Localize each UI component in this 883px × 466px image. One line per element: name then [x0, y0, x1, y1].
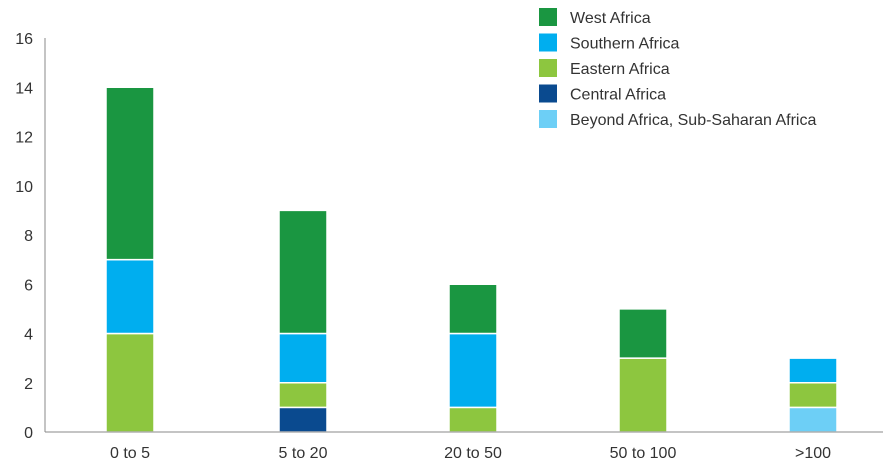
- bar-segment-southern-africa: [788, 357, 838, 384]
- bar-segment-southern-africa: [278, 332, 328, 384]
- x-tick-label: 20 to 50: [444, 445, 502, 462]
- legend-swatch-eastern-africa: [539, 59, 557, 77]
- x-tick-label: 0 to 5: [110, 445, 150, 462]
- legend: West Africa Southern Africa Eastern Africa…: [539, 8, 816, 129]
- bar-segment-beyond-africa-sub-saharan-africa: [788, 406, 838, 433]
- legend-swatch-west-africa: [539, 8, 557, 26]
- y-tick-label: 12: [15, 130, 33, 147]
- y-tick-label: 2: [24, 376, 33, 393]
- legend-swatch-southern-africa: [539, 33, 557, 52]
- bar-segment-eastern-africa: [448, 406, 498, 433]
- bar-segment-eastern-africa: [105, 332, 155, 433]
- legend-label-west-africa: West Africa: [570, 10, 651, 27]
- x-axis: 0 to 5 5 to 20 20 to 50 50 to 100 >100: [45, 431, 883, 462]
- bar-segment-west-africa: [618, 308, 668, 359]
- legend-label-central-africa: Central Africa: [570, 87, 666, 104]
- y-tick-label: 16: [15, 31, 33, 48]
- bar-segment-southern-africa: [105, 258, 155, 335]
- bar-segment-southern-africa: [448, 332, 498, 409]
- bar-segment-west-africa: [448, 283, 498, 335]
- bar-segment-central-africa: [278, 406, 328, 433]
- y-tick-label: 4: [24, 327, 33, 344]
- bar-segment-west-africa: [278, 209, 328, 335]
- x-tick-label: 5 to 20: [279, 445, 328, 462]
- bar-segment-eastern-africa: [788, 382, 838, 409]
- y-tick-label: 0: [24, 425, 33, 442]
- legend-swatch-central-africa: [539, 84, 557, 103]
- legend-swatch-beyond-africa-sub-saharan-africa: [539, 110, 557, 128]
- y-tick-label: 10: [15, 179, 33, 196]
- x-tick-label: 50 to 100: [610, 445, 677, 462]
- y-axis: 0 2 4 6 8 10 12 14 16: [15, 31, 46, 442]
- y-tick-label: 14: [15, 80, 33, 97]
- y-tick-label: 6: [24, 277, 33, 294]
- bars: [105, 86, 838, 433]
- legend-label-beyond-africa-sub-saharan-africa: Beyond Africa, Sub-Saharan Africa: [570, 112, 816, 129]
- x-tick-label: >100: [795, 445, 831, 462]
- bar-segment-eastern-africa: [618, 357, 668, 433]
- legend-label-southern-africa: Southern Africa: [570, 36, 680, 53]
- bar-segment-west-africa: [105, 86, 155, 261]
- bar-segment-eastern-africa: [278, 382, 328, 409]
- legend-label-eastern-africa: Eastern Africa: [570, 61, 670, 78]
- y-tick-label: 8: [24, 228, 33, 245]
